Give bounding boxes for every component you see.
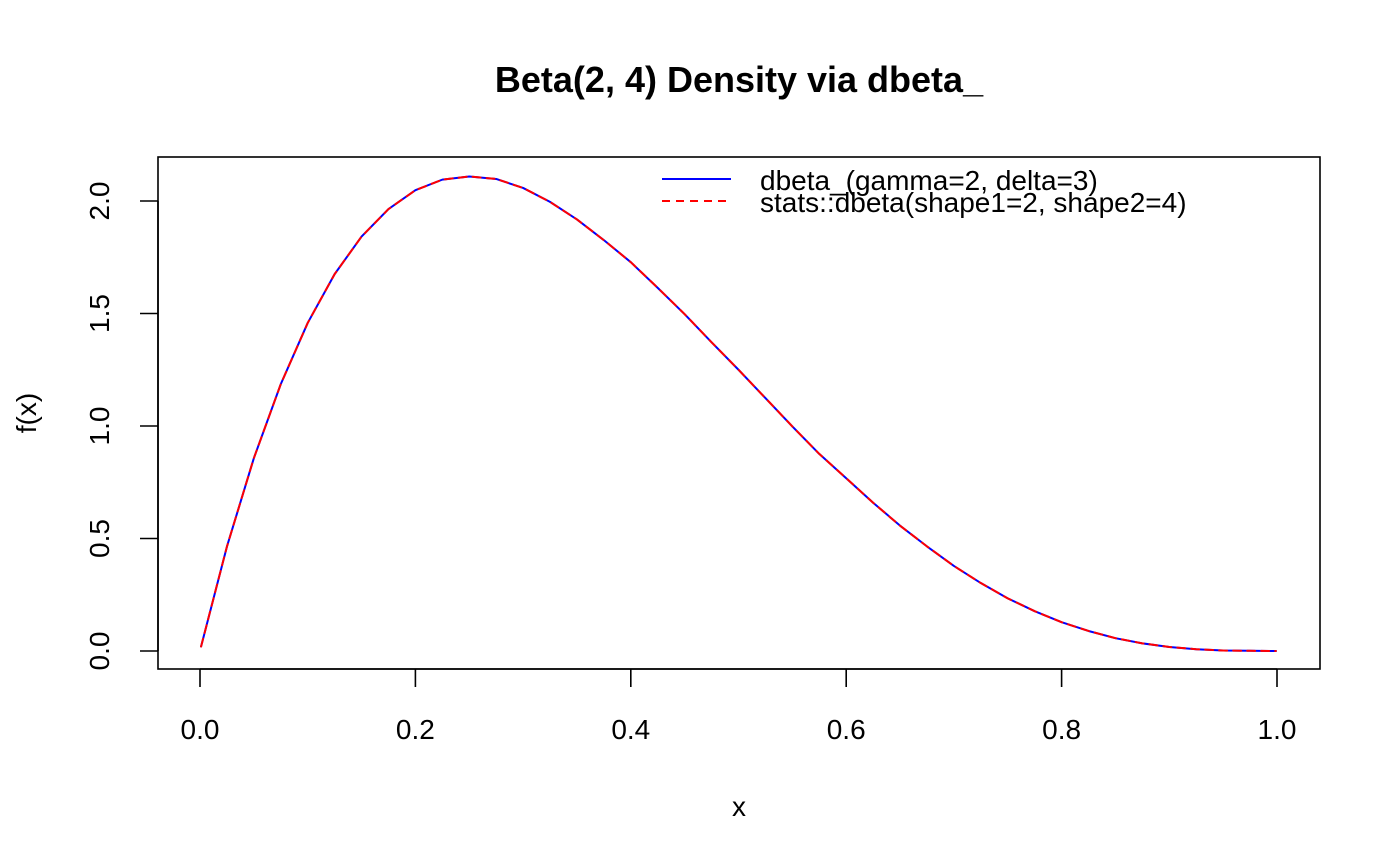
series-line-1 <box>200 175 1277 652</box>
series-line-2 <box>200 175 1277 652</box>
plot-frame <box>157 156 1321 670</box>
y-axis: 0.0 0.5 1.0 1.5 2.0 <box>84 182 159 671</box>
x-tick-label: 0.8 <box>1042 714 1081 745</box>
legend-label-series-1: dbeta_(gamma=2, delta=3) <box>760 165 1098 196</box>
legend: dbeta_(gamma=2, delta=3) stats::dbeta(sh… <box>662 165 1187 218</box>
x-tick-label: 1.0 <box>1258 714 1297 745</box>
legend-label-series-2: stats::dbeta(shape1=2, shape2=4) <box>760 187 1187 218</box>
x-tick-label: 0.0 <box>181 714 220 745</box>
x-tick-label: 0.6 <box>827 714 866 745</box>
y-tick-label: 2.0 <box>84 182 115 221</box>
y-axis-label: f(x) <box>11 393 42 433</box>
series-layer <box>200 175 1277 652</box>
x-axis-label: x <box>732 791 746 822</box>
y-tick-label: 1.0 <box>84 407 115 446</box>
y-tick-label: 0.5 <box>84 519 115 558</box>
x-tick-label: 0.2 <box>396 714 435 745</box>
y-tick-label: 0.0 <box>84 632 115 671</box>
x-tick-label: 0.4 <box>611 714 650 745</box>
chart-title: Beta(2, 4) Density via dbeta_ <box>495 59 984 100</box>
x-axis: 0.0 0.2 0.4 0.6 0.8 1.0 <box>181 668 1297 745</box>
y-tick-label: 1.5 <box>84 294 115 333</box>
